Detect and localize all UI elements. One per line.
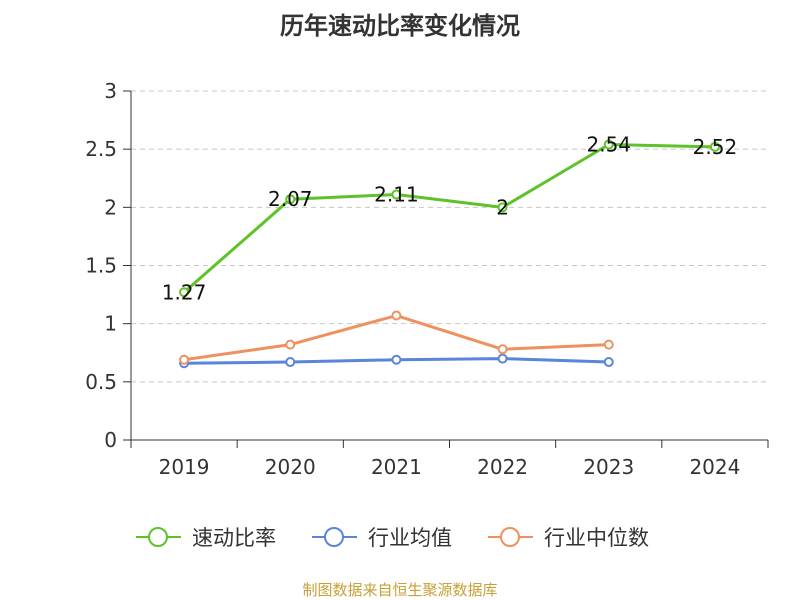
grid-lines (131, 90, 768, 383)
series-layer: 1.27 2.07 2.11 2 2.54 2.52 (162, 133, 738, 369)
data-point (285, 339, 296, 350)
data-point (285, 357, 296, 368)
y-tick-label: 1 (104, 312, 117, 336)
data-label: 2.54 (586, 133, 631, 157)
data-label: 2.11 (374, 183, 419, 207)
data-point (497, 202, 508, 213)
data-point (179, 287, 190, 298)
data-label: 1.27 (162, 280, 207, 304)
x-tick-label: 2022 (477, 455, 528, 479)
data-label: 2 (496, 195, 509, 219)
y-tick-label: 3 (104, 79, 117, 103)
legend-label: 行业均值 (368, 526, 452, 550)
x-tick-label: 2023 (583, 455, 634, 479)
data-source-note: 制图数据来自恒生聚源数据库 (302, 581, 498, 599)
y-tick-label: 2 (104, 195, 117, 219)
data-point (285, 194, 296, 205)
data-point (391, 354, 402, 365)
x-tick-label: 2019 (159, 455, 210, 479)
data-point (709, 141, 720, 152)
data-point (603, 357, 614, 368)
data-point (603, 339, 614, 350)
data-label: 2.52 (693, 135, 738, 159)
x-tick-label: 2024 (689, 455, 740, 479)
legend-marker (324, 527, 344, 547)
data-point (391, 189, 402, 200)
x-tick-label: 2020 (265, 455, 316, 479)
y-tick-label: 2.5 (85, 137, 117, 161)
data-label: 2.07 (268, 187, 313, 211)
data-point (497, 344, 508, 355)
y-tick-label: 0.5 (85, 370, 117, 394)
legend-marker (500, 527, 520, 547)
legend: 速动比率 行业均值 行业中位数 (136, 526, 649, 550)
chart-title: 历年速动比率变化情况 (280, 12, 520, 40)
data-point (497, 353, 508, 364)
series-line (183, 143, 715, 294)
series-line (183, 314, 609, 362)
legend-label: 行业中位数 (544, 526, 649, 550)
data-point (603, 139, 614, 150)
x-tick-label: 2021 (371, 455, 422, 479)
y-tick-label: 1.5 (85, 254, 117, 278)
axes: 0 0.5 1 1.5 2 2.5 3 2019 2020 2021 2022 2023 2024 (85, 79, 769, 479)
y-tick-label: 0 (104, 428, 117, 452)
legend-marker (148, 527, 168, 547)
data-point (391, 310, 402, 321)
legend-label: 速动比率 (192, 526, 276, 550)
data-point (179, 354, 190, 365)
